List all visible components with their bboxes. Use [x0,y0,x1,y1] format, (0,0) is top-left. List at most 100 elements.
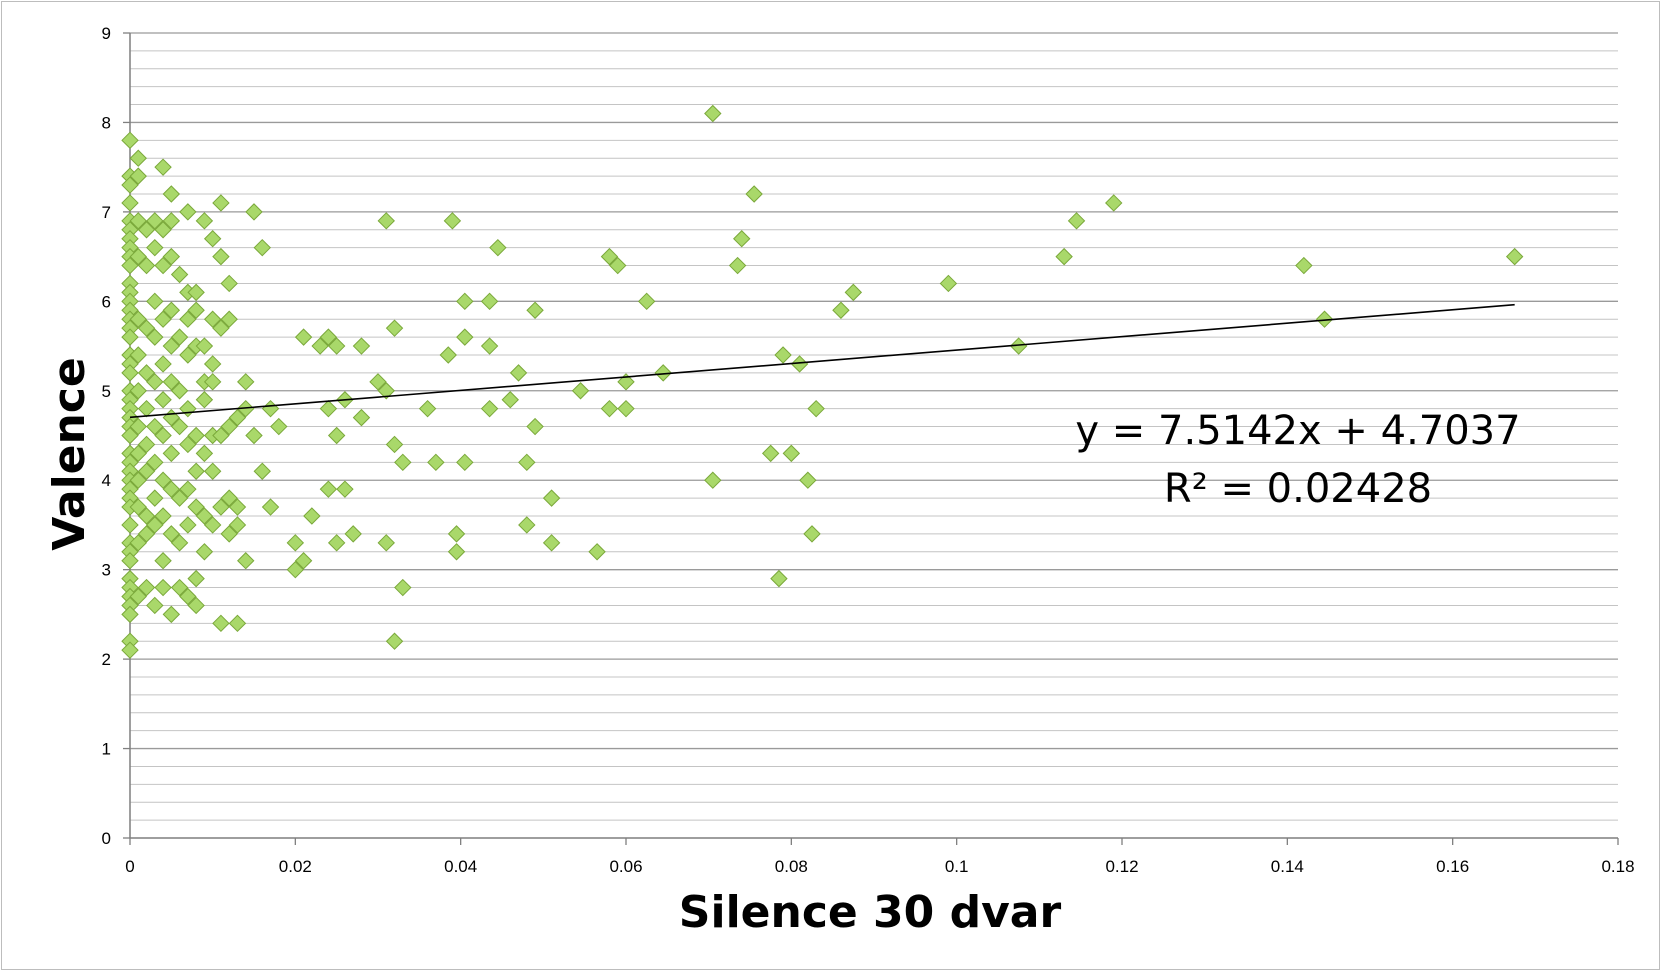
data-point [303,507,321,525]
data-point [385,632,404,650]
data-point [501,391,519,409]
data-point [617,399,635,418]
data-point [121,131,139,150]
data-point [447,525,466,543]
data-point [137,507,156,525]
data-point [1505,247,1524,266]
data-point [129,212,147,230]
data-point [261,498,280,516]
data-point [195,543,214,561]
data-point [253,238,271,257]
data-point [203,310,222,328]
data-point [336,480,354,498]
data-point [137,525,156,543]
data-point [212,194,230,212]
data-point [137,221,156,239]
grid-layer [130,32,1618,821]
x-tick-label: 0.18 [1601,857,1634,876]
y-tick-label: 7 [102,203,111,222]
data-point [162,212,181,230]
x-tick-label: 0.04 [444,857,477,876]
data-point [327,426,346,445]
data-point [121,426,139,445]
data-point [542,534,561,552]
data-point [807,399,825,418]
data-point [146,417,164,436]
data-point [195,212,214,230]
data-point [146,489,164,507]
data-point [137,399,156,418]
data-point [121,516,139,534]
data-point [377,382,395,400]
data-point [270,417,288,436]
data-point [121,176,139,194]
y-tick-label: 4 [102,471,111,490]
data-point [195,444,214,463]
data-point [237,552,255,570]
data-point [137,462,156,480]
data-point [385,319,404,337]
data-point [137,364,156,382]
data-point [844,283,863,302]
data-point [137,319,156,337]
data-point [294,552,313,570]
data-point [170,265,189,284]
data-point [352,337,371,355]
data-point [162,525,181,543]
data-point [319,328,338,346]
x-tick-label: 0 [125,857,134,876]
data-point [203,516,222,534]
data-point [319,399,338,418]
trendline [129,303,1515,419]
trendline-layer [129,303,1515,419]
data-point [154,552,172,570]
data-point [154,507,172,525]
data-point [212,498,230,516]
x-tick-label: 0.14 [1271,857,1304,876]
data-point [220,417,238,436]
data-point [609,256,627,275]
data-point [179,435,197,454]
data-point [518,516,536,534]
data-point [129,149,147,167]
data-point [162,480,181,498]
data-point [179,310,197,328]
data-point [195,507,214,525]
data-point [121,328,139,346]
data-point [327,534,346,552]
data-point [220,489,238,507]
data-point [195,337,214,355]
x-tick-label: 0.12 [1105,857,1138,876]
data-point [129,498,147,516]
data-point [447,543,466,561]
data-point [1105,194,1123,212]
data-point [154,426,172,445]
data-point [228,516,247,534]
data-point [121,194,139,212]
y-tick-label: 2 [102,650,111,669]
data-point [1055,247,1073,266]
trendline-equation: y = 7.5142x + 4.7037 [1075,408,1520,454]
y-tick-label: 5 [102,382,111,401]
data-point [146,596,164,615]
trendline-r-squared: R² = 0.02428 [1164,466,1432,512]
data-point [220,274,238,293]
data-point [203,355,222,373]
data-point [782,444,801,463]
data-point [154,256,172,275]
y-axis-title: Valence [44,357,95,551]
data-point [427,453,445,472]
data-point [154,310,172,328]
x-axis-title: Silence 30 dvar [679,887,1062,938]
data-point [187,301,205,319]
data-point [129,587,147,606]
data-point [480,399,499,418]
data-point [327,337,346,355]
data-point [187,498,205,516]
data-point [418,399,437,418]
data-point [571,382,590,400]
data-point [480,292,499,311]
y-tick-label: 1 [102,740,111,759]
data-point [286,560,305,579]
y-tick-label: 0 [102,829,111,848]
